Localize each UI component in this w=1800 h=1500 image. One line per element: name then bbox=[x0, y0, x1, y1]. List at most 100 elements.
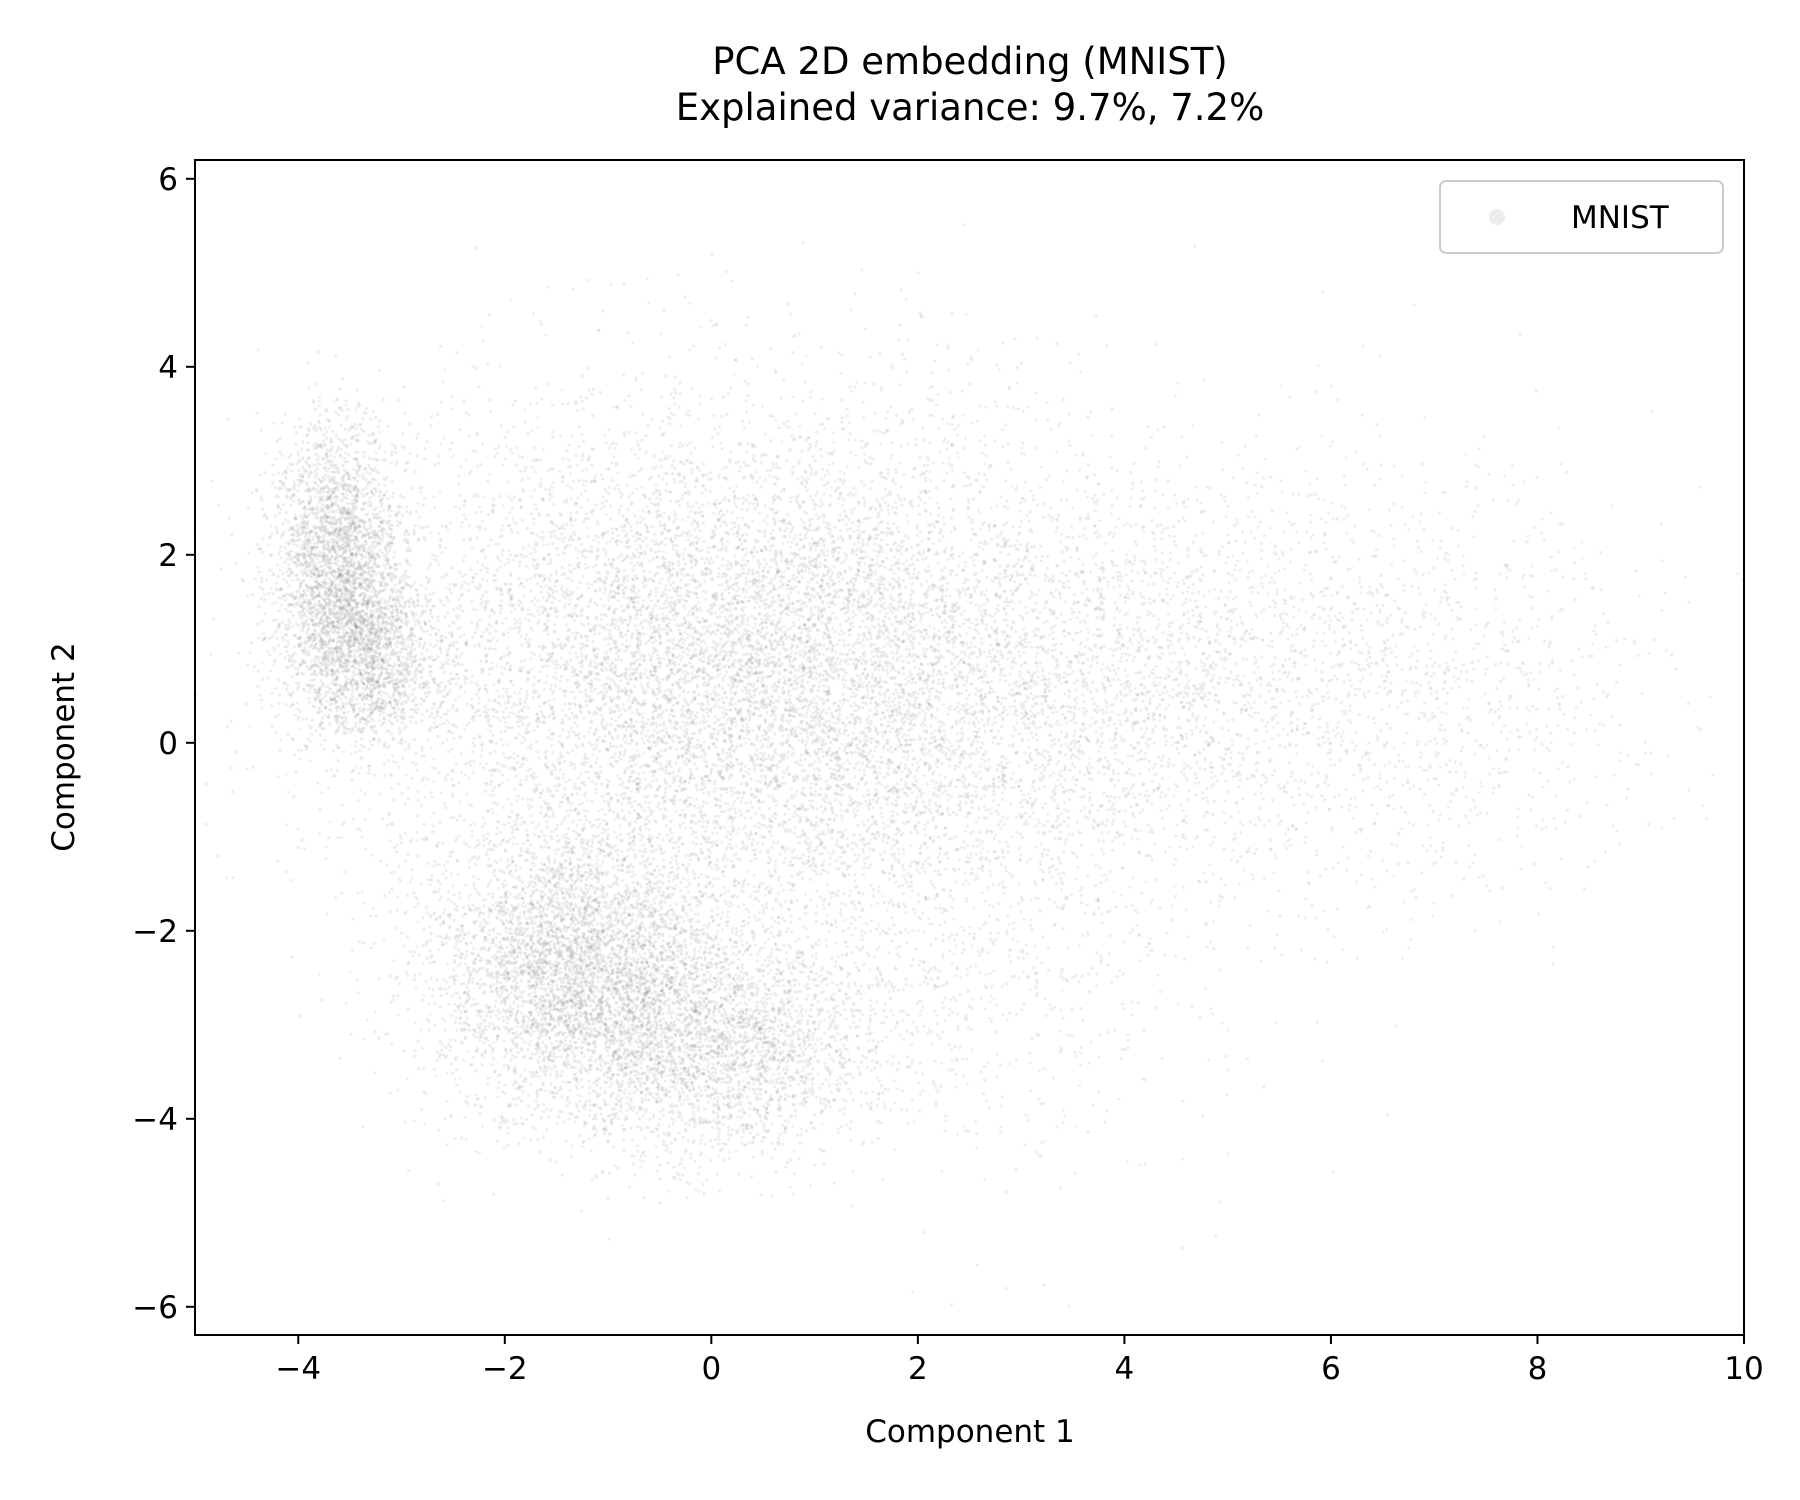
scatter-point bbox=[1442, 737, 1446, 741]
scatter-point bbox=[563, 603, 567, 607]
scatter-point bbox=[776, 477, 780, 481]
scatter-point bbox=[819, 804, 823, 808]
scatter-point bbox=[935, 804, 939, 808]
scatter-point bbox=[869, 838, 873, 842]
scatter-point bbox=[587, 1137, 591, 1141]
scatter-point bbox=[423, 538, 427, 542]
scatter-point bbox=[840, 914, 844, 918]
scatter-point bbox=[892, 522, 896, 526]
scatter-point bbox=[1217, 552, 1221, 556]
scatter-point bbox=[888, 927, 892, 931]
scatter-point bbox=[1058, 1029, 1062, 1033]
scatter-point bbox=[581, 407, 585, 411]
scatter-point bbox=[1223, 799, 1227, 803]
scatter-point bbox=[786, 734, 790, 738]
scatter-point bbox=[1105, 344, 1109, 348]
scatter-point bbox=[1182, 582, 1186, 586]
scatter-point bbox=[524, 727, 528, 731]
scatter-point bbox=[1057, 738, 1061, 743]
scatter-point bbox=[773, 816, 778, 820]
scatter-point bbox=[520, 1116, 524, 1120]
scatter-point bbox=[974, 785, 978, 789]
scatter-point bbox=[997, 713, 1002, 717]
scatter-point bbox=[765, 757, 769, 761]
scatter-point bbox=[549, 834, 553, 838]
scatter-point bbox=[400, 931, 404, 935]
scatter-point bbox=[374, 589, 378, 593]
scatter-point bbox=[876, 1097, 881, 1101]
scatter-point bbox=[430, 706, 435, 710]
scatter-point bbox=[716, 596, 720, 600]
scatter-point bbox=[727, 1150, 732, 1154]
scatter-point bbox=[868, 455, 872, 459]
scatter-point bbox=[571, 674, 575, 678]
scatter-point bbox=[696, 580, 700, 584]
scatter-point bbox=[525, 670, 530, 674]
scatter-point bbox=[736, 832, 740, 836]
scatter-point bbox=[599, 937, 604, 941]
scatter-point bbox=[717, 705, 721, 709]
scatter-point bbox=[897, 852, 901, 856]
scatter-point bbox=[658, 872, 662, 876]
scatter-point bbox=[412, 1054, 416, 1058]
scatter-point bbox=[260, 706, 264, 710]
scatter-point bbox=[753, 1063, 757, 1067]
scatter-point bbox=[906, 623, 911, 627]
scatter-point bbox=[764, 901, 769, 906]
scatter-point bbox=[598, 822, 603, 826]
scatter-point bbox=[1102, 596, 1106, 601]
scatter-point bbox=[564, 1014, 568, 1018]
scatter-point bbox=[731, 895, 735, 899]
scatter-point bbox=[489, 779, 493, 783]
scatter-point bbox=[686, 636, 690, 640]
scatter-point bbox=[1367, 585, 1372, 589]
scatter-point bbox=[733, 494, 737, 498]
scatter-point bbox=[470, 970, 474, 974]
scatter-point bbox=[317, 350, 321, 354]
scatter-point bbox=[660, 541, 664, 545]
scatter-point bbox=[1387, 795, 1391, 799]
scatter-point bbox=[1429, 844, 1433, 848]
scatter-point bbox=[697, 506, 701, 510]
scatter-point bbox=[1099, 726, 1103, 730]
scatter-point bbox=[1242, 868, 1246, 872]
scatter-point bbox=[812, 507, 816, 511]
scatter-point bbox=[1001, 769, 1005, 774]
scatter-point bbox=[443, 775, 448, 780]
scatter-point bbox=[1006, 404, 1010, 408]
scatter-point bbox=[1325, 725, 1330, 729]
scatter-point bbox=[546, 468, 551, 473]
scatter-point bbox=[1167, 804, 1172, 808]
scatter-point bbox=[219, 567, 223, 571]
scatter-point bbox=[608, 517, 613, 521]
scatter-point bbox=[706, 551, 710, 555]
scatter-point bbox=[428, 949, 432, 953]
scatter-point bbox=[835, 983, 839, 987]
scatter-point bbox=[1471, 514, 1475, 518]
scatter-point bbox=[626, 578, 630, 582]
scatter-point bbox=[1215, 622, 1219, 627]
scatter-point bbox=[903, 802, 907, 806]
scatter-point bbox=[1081, 700, 1086, 704]
scatter-point bbox=[1168, 551, 1172, 555]
scatter-point bbox=[903, 534, 907, 538]
scatter-point bbox=[1036, 711, 1040, 715]
scatter-point bbox=[929, 574, 934, 578]
scatter-point bbox=[459, 525, 464, 529]
scatter-point bbox=[501, 752, 505, 756]
scatter-point bbox=[719, 810, 724, 814]
scatter-point bbox=[719, 515, 723, 519]
scatter-point bbox=[616, 624, 621, 628]
scatter-point bbox=[529, 668, 533, 672]
scatter-point bbox=[797, 459, 802, 463]
scatter-point bbox=[1414, 665, 1418, 670]
scatter-point bbox=[663, 560, 667, 564]
scatter-point bbox=[801, 1031, 805, 1035]
scatter-point bbox=[665, 664, 669, 668]
scatter-point bbox=[761, 569, 765, 573]
scatter-point bbox=[1291, 678, 1295, 682]
scatter-point bbox=[1193, 533, 1197, 538]
scatter-point bbox=[851, 625, 855, 629]
scatter-point bbox=[329, 768, 333, 772]
scatter-point bbox=[689, 942, 693, 946]
